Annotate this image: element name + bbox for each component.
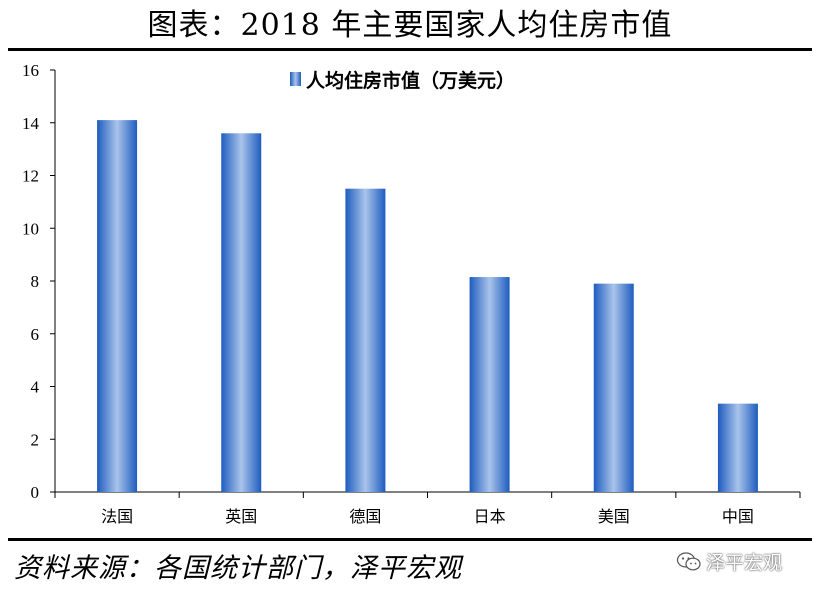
bar [469, 277, 510, 492]
tick-labels: 0 2 4 6 8 10 12 14 16 法国 英国 德国 日本 美国 中国 [22, 61, 754, 526]
legend: 人均住房市值（万美元） [290, 66, 515, 92]
bars [97, 120, 758, 493]
x-tick-label: 法国 [101, 507, 133, 526]
y-tick-label: 12 [22, 167, 39, 186]
bar [221, 133, 262, 493]
axes [50, 69, 801, 498]
chart-title: 图表：2018 年主要国家人均住房市值 [147, 8, 673, 43]
bar [345, 188, 386, 492]
legend-swatch [290, 72, 301, 86]
y-tick-label: 2 [31, 430, 40, 449]
watermark-label: 泽平宏观 [706, 552, 783, 574]
bar [717, 403, 758, 492]
source-note: 资料来源：各国统计部门，泽平宏观 [14, 553, 462, 584]
x-tick-label: 美国 [598, 507, 630, 526]
y-tick-label: 14 [22, 114, 40, 133]
x-tick-label: 日本 [474, 507, 506, 526]
wechat-icon [676, 551, 701, 570]
bar [593, 283, 634, 492]
y-tick-label: 16 [22, 61, 39, 80]
footer-divider [8, 538, 812, 541]
watermark: 泽平宏观 [676, 548, 782, 575]
bar-chart: 0 2 4 6 8 10 12 14 16 法国 英国 德国 日本 美国 中国 [22, 61, 801, 526]
x-tick-label: 英国 [225, 507, 257, 526]
bar [97, 120, 138, 493]
x-tick-label: 中国 [722, 507, 754, 526]
y-tick-label: 8 [31, 272, 40, 291]
y-tick-label: 0 [31, 483, 40, 502]
y-tick-label: 4 [31, 378, 40, 397]
title-divider [8, 48, 812, 51]
legend-label: 人均住房市值（万美元） [306, 69, 516, 92]
x-tick-label: 德国 [349, 507, 381, 526]
y-tick-label: 6 [31, 325, 40, 344]
y-tick-label: 10 [22, 219, 39, 238]
chart-area: 0 2 4 6 8 10 12 14 16 法国 英国 德国 日本 美国 中国 [0, 52, 820, 536]
